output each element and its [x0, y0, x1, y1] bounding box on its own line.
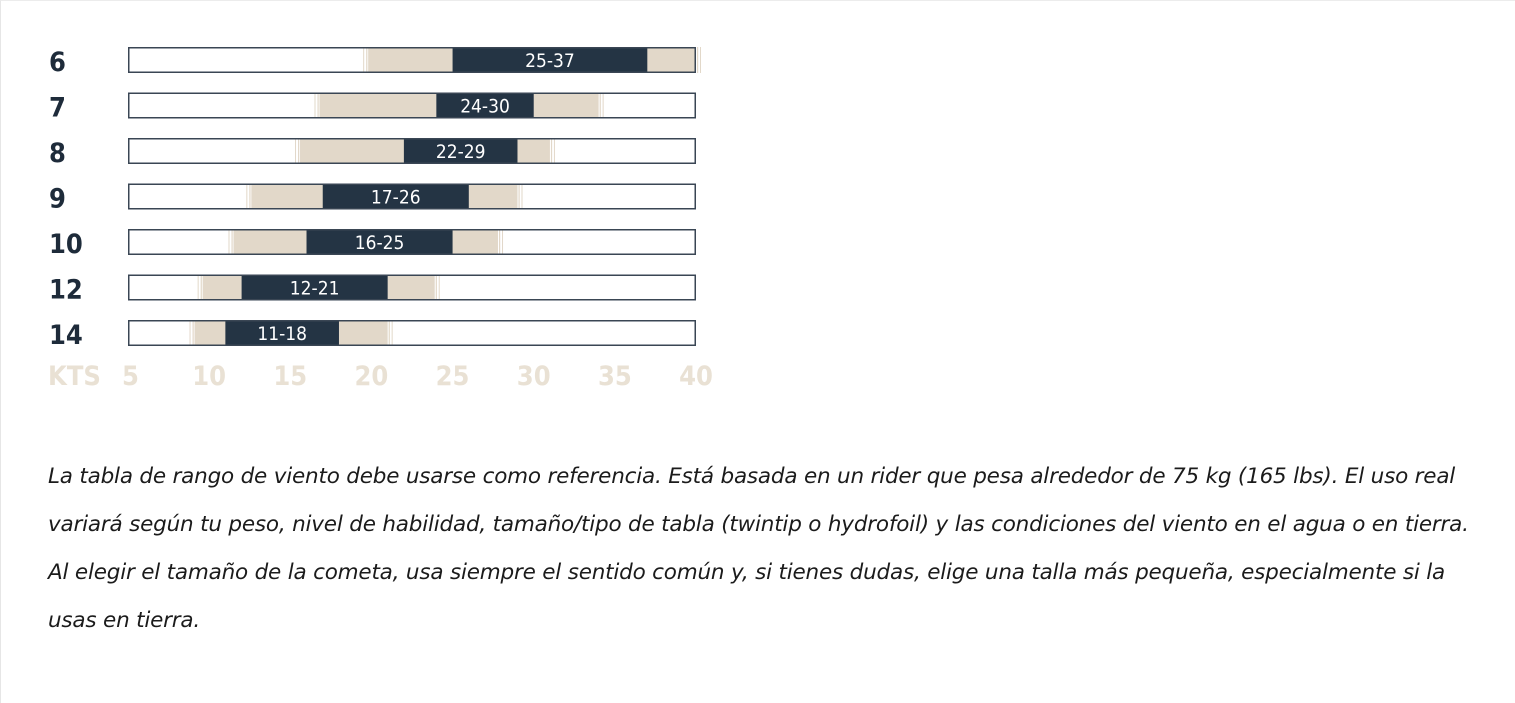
row-label-size-12: 12: [49, 275, 83, 306]
ideal-range-label-size-9: 17-26: [371, 187, 421, 209]
usable-fringe-size-12-3: [438, 274, 440, 301]
bar-frame-size-12: [128, 274, 696, 301]
ideal-range-label-size-10: 16-25: [355, 232, 405, 254]
x-tick-label-25: 25: [436, 361, 470, 392]
ideal-range-size-12: [241, 274, 388, 301]
usable-fringe-size-12-1: [197, 274, 199, 301]
ideal-range-label-size-6: 25-37: [525, 50, 575, 72]
wind-range-chart: 6 25-37 7 24-30 8 22-29 9 17-26 10 16-25 12 12-21 14…: [48, 47, 713, 392]
usable-fringe-size-8-1: [295, 138, 297, 164]
usable-fringe-size-12-0: [200, 274, 202, 301]
x-tick-label-40: 40: [679, 361, 713, 392]
ideal-range-size-10: [306, 229, 453, 255]
usable-fringe-size-9-3: [521, 183, 523, 210]
usable-fringe-size-7-3: [602, 92, 604, 119]
usable-fringe-size-9-0: [249, 183, 251, 210]
row-label-size-7: 7: [49, 93, 66, 124]
row-label-size-9: 9: [49, 184, 66, 215]
bar-frame-size-9: [128, 183, 696, 210]
usable-fringe-size-10-2: [499, 229, 501, 255]
usable-fringe-size-9-1: [246, 183, 248, 210]
row-label-size-10: 10: [49, 229, 83, 260]
x-tick-label-20: 20: [355, 361, 389, 392]
ideal-range-size-6: [452, 47, 648, 73]
bar-frame-size-10: [128, 229, 696, 255]
x-tick-label-15: 15: [273, 361, 307, 392]
usable-fringe-size-6-0: [366, 47, 368, 73]
ideal-range-size-7: [436, 92, 534, 119]
wind-range-note: La tabla de rango de viento debe usarse …: [48, 464, 1469, 633]
ideal-range-label-size-12: 12-21: [290, 278, 340, 300]
row-label-size-8: 8: [49, 138, 66, 169]
ideal-range-size-8: [403, 138, 518, 164]
ideal-range-label-size-7: 24-30: [460, 96, 510, 118]
usable-fringe-size-7-0: [317, 92, 319, 119]
row-label-size-14: 14: [49, 320, 83, 351]
bar-frame-size-8: [128, 138, 696, 164]
usable-fringe-size-14-1: [189, 320, 191, 346]
usable-fringe-size-7-1: [314, 92, 316, 119]
usable-fringe-size-6-3: [700, 47, 701, 73]
x-tick-label-5: 5: [122, 361, 139, 392]
x-tick-label-10: 10: [192, 361, 226, 392]
ideal-range-size-14: [225, 320, 339, 346]
usable-fringe-size-8-2: [550, 138, 553, 164]
usable-fringe-size-10-1: [228, 229, 230, 255]
usable-fringe-size-12-2: [435, 274, 437, 301]
usable-fringe-size-9-2: [518, 183, 520, 210]
usable-fringe-size-8-0: [298, 138, 300, 164]
x-tick-label-30: 30: [517, 361, 551, 392]
usable-fringe-size-10-0: [231, 229, 233, 255]
ideal-range-size-9: [322, 183, 469, 210]
usable-fringe-size-14-2: [388, 320, 390, 346]
bar-frame-size-14: [128, 320, 696, 346]
usable-fringe-size-7-2: [599, 92, 601, 119]
bar-frame-size-6: [128, 47, 696, 73]
row-label-size-6: 6: [49, 47, 66, 78]
ideal-range-label-size-8: 22-29: [436, 141, 486, 163]
axis-unit-label: KTS: [48, 361, 101, 392]
usable-fringe-size-6-2: [697, 47, 699, 73]
usable-fringe-size-8-3: [553, 138, 555, 164]
usable-fringe-size-14-3: [391, 320, 393, 346]
ideal-range-label-size-14: 11-18: [257, 323, 307, 345]
usable-fringe-size-6-1: [363, 47, 365, 73]
usable-fringe-size-10-3: [502, 229, 504, 255]
usable-fringe-size-14-0: [192, 320, 194, 346]
x-tick-label-35: 35: [598, 361, 632, 392]
bar-frame-size-7: [128, 92, 696, 119]
